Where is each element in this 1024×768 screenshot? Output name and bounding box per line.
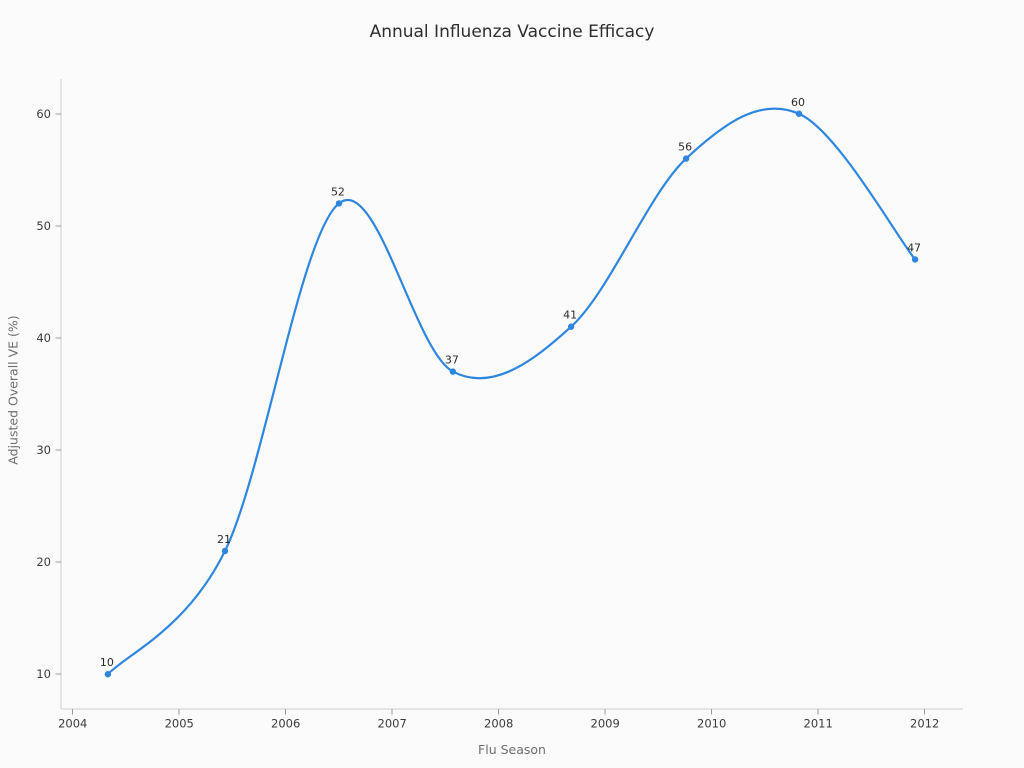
chart-title: Annual Influenza Vaccine Efficacy <box>369 22 655 42</box>
point-label: 37 <box>445 354 459 367</box>
ve-line-series <box>106 107 917 676</box>
x-tick-label: 2012 <box>910 717 939 731</box>
x-tick-label: 2011 <box>804 717 833 731</box>
point-label: 10 <box>100 656 114 669</box>
point-markers <box>104 110 919 678</box>
point-label: 56 <box>678 141 692 154</box>
data-point <box>104 671 112 678</box>
data-point <box>221 547 229 555</box>
data-point <box>449 368 457 375</box>
x-tick-label: 2010 <box>697 717 726 731</box>
x-axis: 2004 2005 2006 2007 2008 2009 2010 2011 2012 <box>58 709 939 731</box>
point-labels: 10 21 52 37 41 56 60 47 <box>100 96 921 669</box>
y-tick-label: 60 <box>36 107 51 121</box>
point-label: 52 <box>331 185 345 198</box>
data-point <box>911 256 919 263</box>
point-label: 21 <box>217 533 231 546</box>
y-tick-label: 50 <box>36 219 51 233</box>
point-label: 41 <box>563 309 577 322</box>
x-tick-label: 2007 <box>378 717 407 731</box>
x-tick-label: 2009 <box>591 717 620 731</box>
x-tick-label: 2008 <box>484 717 513 731</box>
point-label: 60 <box>791 96 805 109</box>
point-label: 47 <box>907 241 921 254</box>
y-axis: 10 20 30 40 50 60 <box>36 107 61 681</box>
y-tick-label: 40 <box>36 331 51 345</box>
y-tick-label: 30 <box>36 443 51 457</box>
data-point <box>335 200 343 207</box>
x-tick-label: 2005 <box>165 717 194 731</box>
data-point <box>682 155 690 162</box>
y-tick-label: 20 <box>36 555 51 569</box>
y-tick-label: 10 <box>36 667 51 681</box>
data-point <box>795 110 803 117</box>
x-axis-label: Flu Season <box>478 742 546 757</box>
x-tick-label: 2004 <box>58 717 87 731</box>
data-point <box>567 323 575 330</box>
axis-spines <box>60 79 963 710</box>
x-tick-label: 2006 <box>271 717 300 731</box>
